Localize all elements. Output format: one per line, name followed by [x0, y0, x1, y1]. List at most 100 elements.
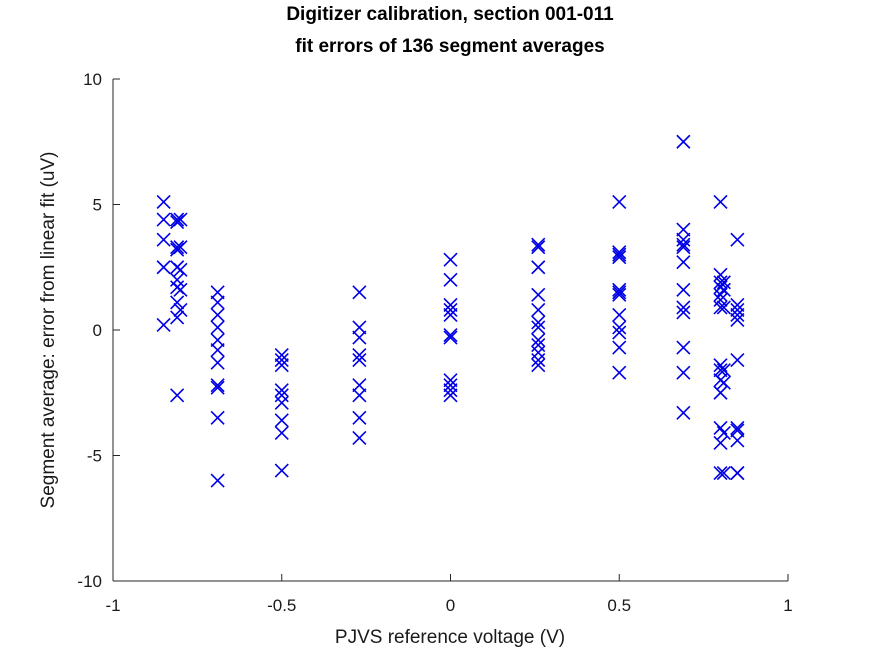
- data-point: [612, 365, 627, 380]
- data-point: [443, 383, 458, 398]
- y-tick-label: -5: [87, 447, 102, 466]
- x-axis-label: PJVS reference voltage (V): [335, 627, 565, 648]
- data-point: [443, 327, 458, 343]
- data-point: [170, 295, 185, 310]
- data-point: [274, 348, 289, 363]
- plot-axes: -1 -0.5 0 0.5 1 -10 -5 0 5 10: [77, 70, 792, 615]
- data-point: [443, 297, 458, 312]
- x-tick-label: 0.5: [607, 596, 631, 615]
- data-point: [676, 282, 691, 297]
- data-point: [210, 380, 225, 395]
- data-point: [173, 262, 188, 277]
- data-point: [274, 383, 289, 398]
- data-point: [443, 272, 458, 287]
- data-point: [443, 330, 458, 345]
- y-tick-label: 5: [93, 196, 102, 215]
- data-points: [156, 134, 745, 488]
- data-point: [274, 353, 289, 368]
- data-point: [676, 232, 691, 247]
- data-point: [716, 282, 731, 297]
- data-point: [173, 212, 188, 227]
- data-point: [170, 240, 185, 255]
- data-point: [531, 358, 546, 373]
- data-point: [352, 348, 367, 363]
- data-point: [716, 275, 731, 290]
- data-point: [210, 295, 225, 310]
- data-point: [274, 395, 289, 410]
- data-point: [676, 365, 691, 380]
- data-point: [352, 330, 367, 345]
- data-point: [531, 302, 546, 317]
- data-point: [612, 285, 627, 300]
- data-point: [443, 388, 458, 403]
- chart-subtitle: fit errors of 136 segment averages: [295, 36, 604, 57]
- y-tick-label: 0: [93, 321, 102, 340]
- data-point: [443, 307, 458, 323]
- data-point: [713, 466, 728, 481]
- data-point: [531, 353, 546, 368]
- data-point: [170, 388, 185, 403]
- data-point: [713, 435, 728, 451]
- data-point: [612, 250, 627, 265]
- data-point: [730, 312, 745, 328]
- data-point: [531, 287, 546, 302]
- data-point: [352, 388, 367, 403]
- data-point: [612, 325, 627, 340]
- data-point: [716, 300, 731, 315]
- data-point: [352, 410, 367, 425]
- data-point: [352, 430, 367, 445]
- data-point: [274, 463, 289, 478]
- data-point: [676, 340, 691, 355]
- data-point: [730, 353, 745, 368]
- data-point: [713, 363, 728, 378]
- y-axis-label: Segment average: error from linear fit (…: [38, 152, 59, 509]
- data-point: [713, 267, 728, 282]
- data-point: [730, 423, 745, 438]
- data-point: [531, 337, 546, 353]
- data-point: [716, 466, 731, 481]
- x-tick-label: 1: [783, 596, 792, 615]
- data-point: [713, 292, 728, 307]
- data-point: [676, 305, 691, 320]
- data-point: [443, 373, 458, 388]
- data-point: [274, 413, 289, 428]
- y-tick-label: 10: [83, 70, 102, 89]
- data-point: [612, 320, 627, 335]
- data-point: [443, 302, 458, 317]
- data-point: [210, 378, 225, 393]
- data-point: [612, 245, 627, 260]
- data-point: [210, 343, 225, 358]
- data-point: [156, 232, 171, 247]
- data-point: [713, 300, 728, 315]
- data-point: [443, 252, 458, 267]
- data-point: [676, 405, 691, 420]
- data-point: [676, 237, 691, 252]
- data-point: [352, 353, 367, 368]
- data-point: [210, 332, 225, 348]
- data-point: [676, 255, 691, 270]
- data-point: [443, 378, 458, 393]
- data-point: [170, 272, 185, 287]
- data-point: [173, 282, 188, 297]
- x-tick-label: -0.5: [267, 596, 296, 615]
- data-point: [676, 240, 691, 255]
- data-point: [531, 320, 546, 335]
- data-point: [713, 385, 728, 400]
- data-point: [730, 466, 745, 481]
- data-point: [730, 302, 745, 317]
- data-point: [531, 332, 546, 348]
- data-point: [676, 222, 691, 237]
- data-point: [274, 388, 289, 403]
- data-point: [713, 194, 728, 210]
- x-tick-label: -1: [105, 596, 120, 615]
- data-point: [730, 297, 745, 312]
- data-point: [612, 287, 627, 302]
- x-tick-label: 0: [446, 596, 455, 615]
- data-point: [531, 315, 546, 330]
- data-point: [531, 240, 546, 255]
- data-point: [156, 317, 171, 333]
- data-point: [612, 307, 627, 323]
- data-point: [170, 310, 185, 325]
- data-point: [156, 194, 171, 210]
